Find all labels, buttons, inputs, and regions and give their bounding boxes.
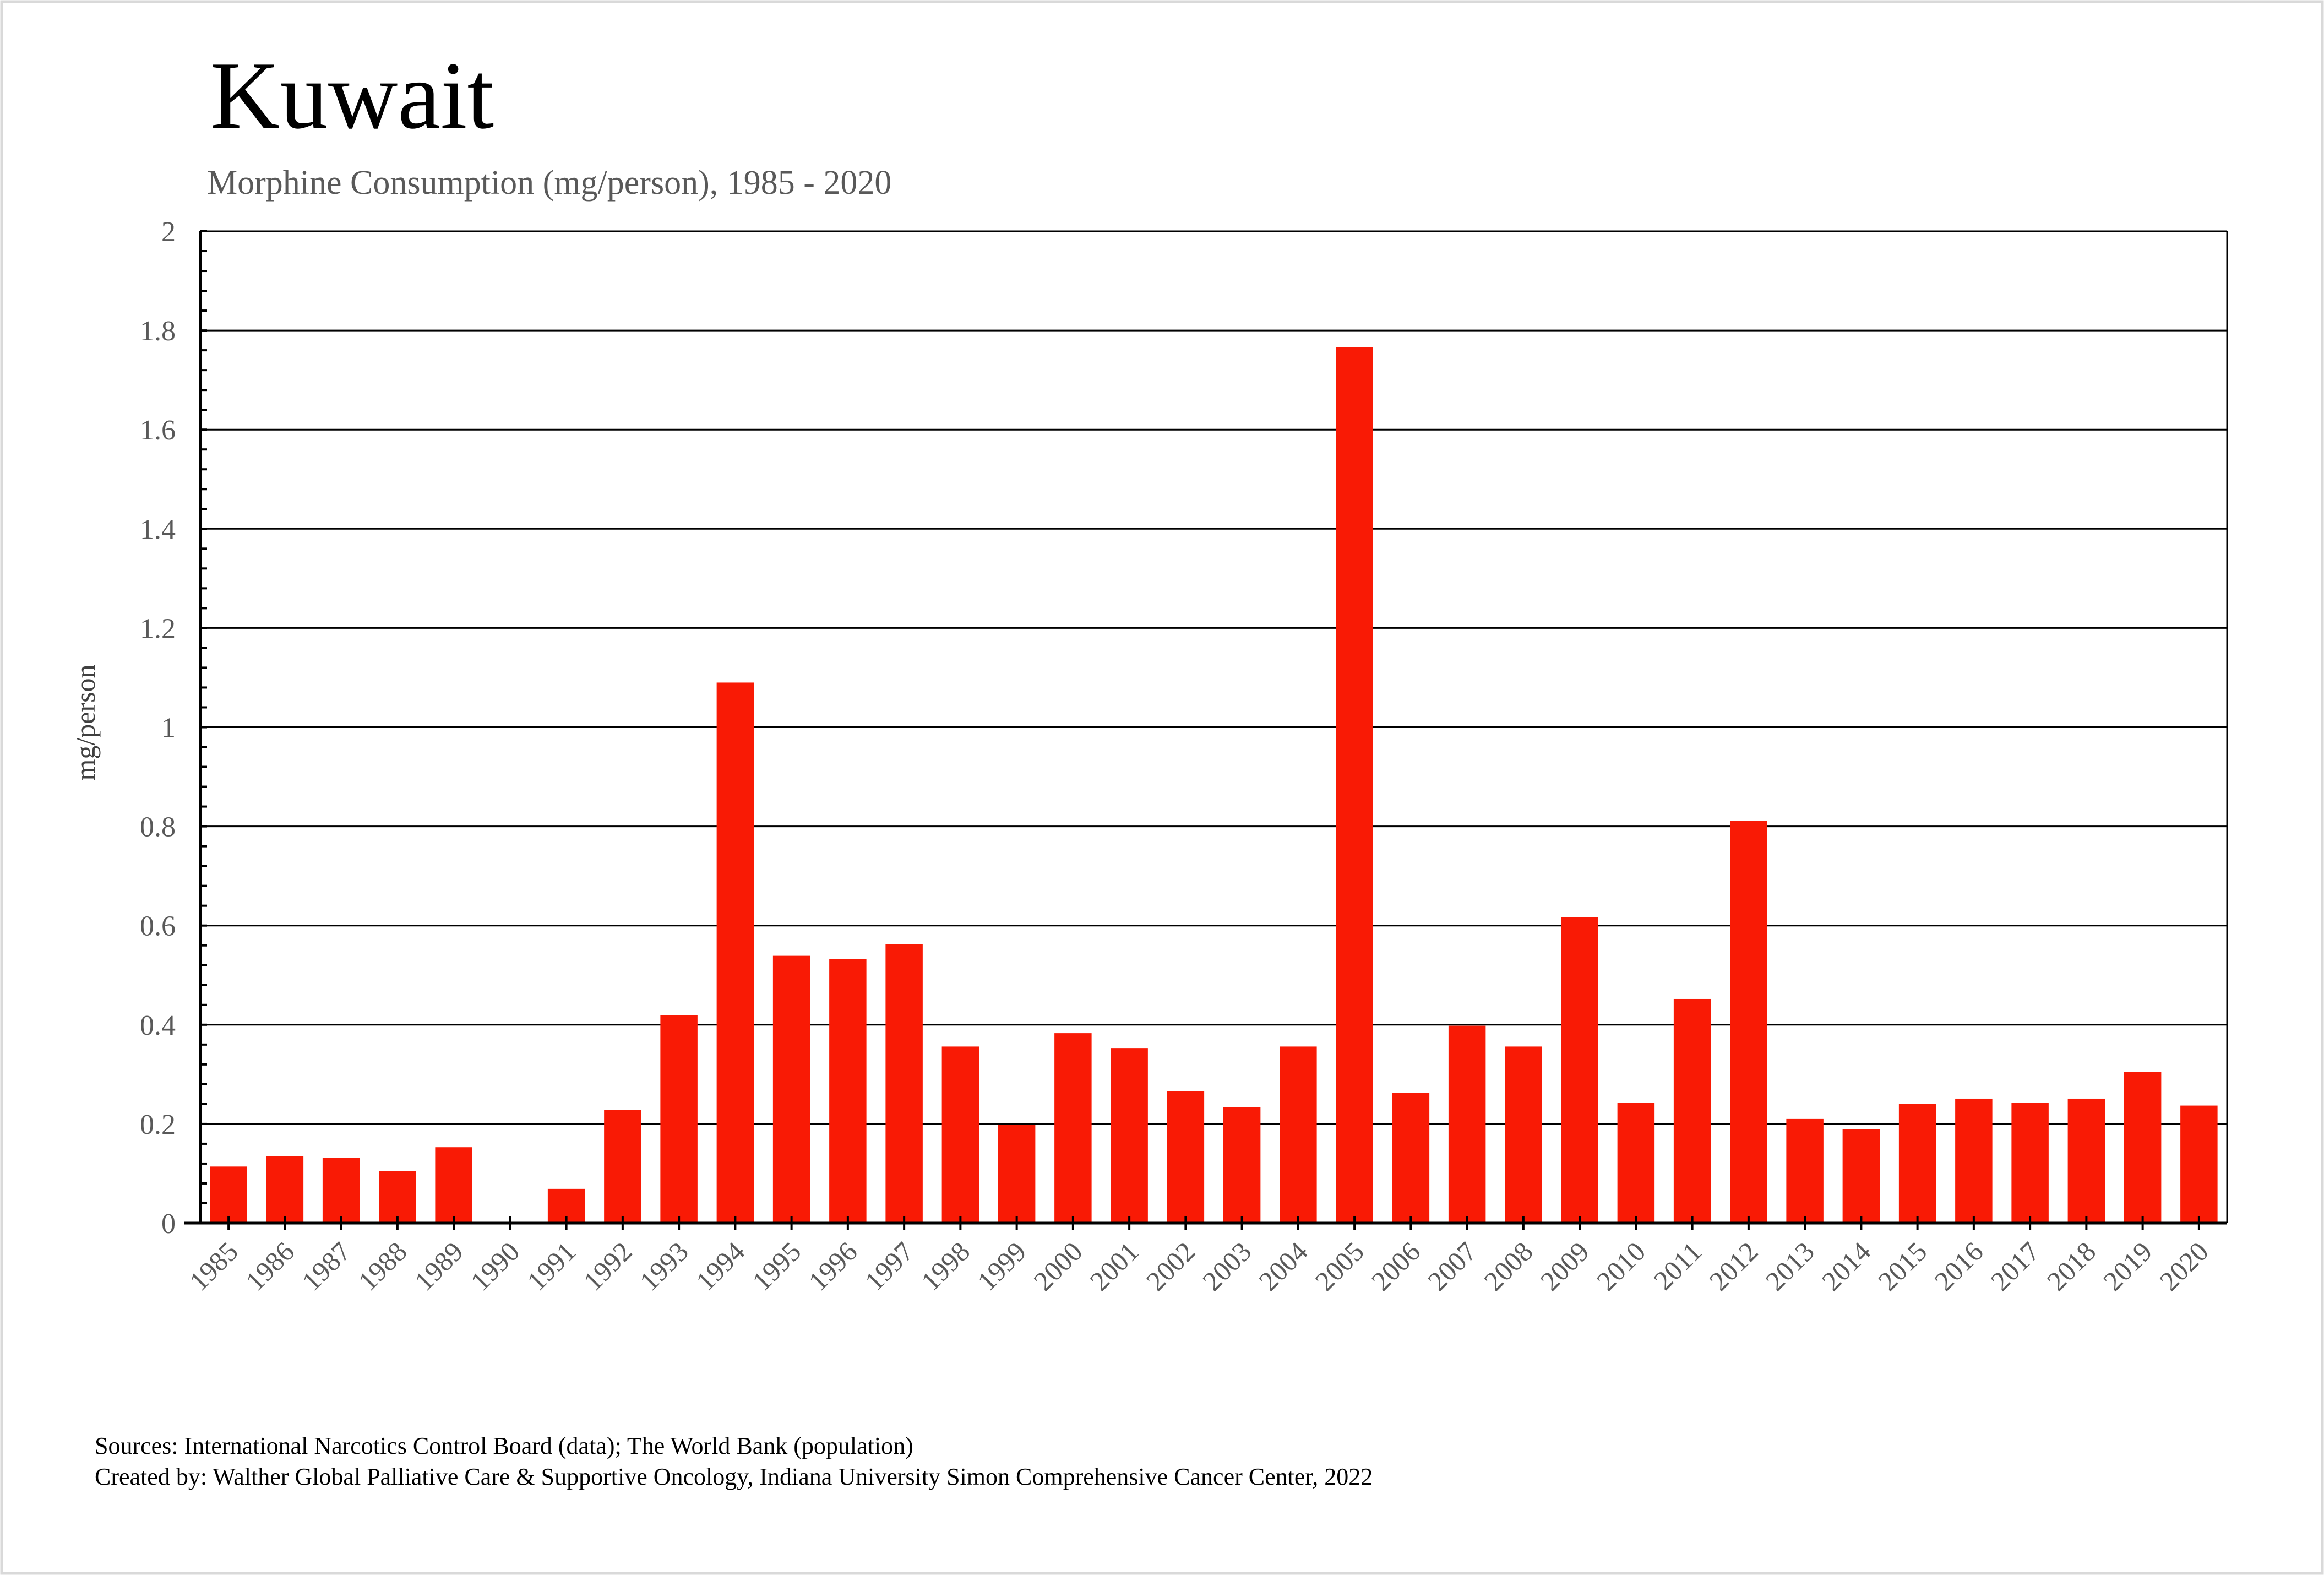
- bar-2003: [1223, 1107, 1261, 1223]
- bar-1993: [660, 1015, 698, 1223]
- chart-subtitle: Morphine Consumption (mg/person), 1985 -…: [207, 164, 891, 202]
- bar-2018: [2067, 1098, 2105, 1223]
- y-tick-label: 0.2: [140, 1109, 176, 1140]
- y-tick-label: 0.4: [140, 1010, 176, 1041]
- bar-2008: [1505, 1046, 1542, 1223]
- bar-2010: [1617, 1102, 1655, 1223]
- y-tick-label: 2: [161, 216, 176, 248]
- footer-created-by: Created by: Walther Global Palliative Ca…: [95, 1463, 1373, 1490]
- bar-2005: [1336, 347, 1373, 1223]
- axes: [184, 230, 2228, 1230]
- y-tick-label: 1.2: [140, 613, 176, 644]
- gridlines: [200, 230, 2227, 1125]
- bar-1994: [716, 682, 754, 1223]
- bar-1996: [829, 959, 867, 1223]
- bar-2007: [1448, 1025, 1486, 1223]
- bar-2009: [1561, 917, 1598, 1223]
- bar-2006: [1392, 1093, 1430, 1223]
- footer-sources: Sources: International Narcotics Control…: [95, 1432, 913, 1459]
- bar-1995: [772, 955, 810, 1223]
- chart-title: Kuwait: [210, 42, 494, 149]
- y-tick-label: 1.8: [140, 316, 176, 347]
- bar-2016: [1955, 1098, 1993, 1223]
- bar-1987: [322, 1158, 360, 1223]
- bars: [210, 347, 2218, 1223]
- y-tick-label: 0.6: [140, 911, 176, 942]
- bar-2001: [1111, 1048, 1148, 1223]
- bar-1999: [998, 1125, 1036, 1223]
- bar-2015: [1898, 1104, 1936, 1223]
- y-tick-label: 1: [161, 713, 176, 744]
- bar-2020: [2180, 1105, 2218, 1223]
- bar-1998: [941, 1046, 979, 1223]
- bar-2017: [2011, 1102, 2049, 1223]
- y-axis-label: mg/person: [70, 664, 101, 780]
- y-tick-label: 0.8: [140, 812, 176, 843]
- bar-2014: [1842, 1129, 1880, 1223]
- bar-1985: [210, 1166, 247, 1223]
- bar-1988: [379, 1171, 416, 1223]
- bar-2004: [1280, 1046, 1317, 1223]
- bar-1989: [435, 1147, 472, 1223]
- bar-2012: [1730, 821, 1767, 1223]
- y-tick-label: 1.4: [140, 514, 176, 545]
- y-tick-label: 1.6: [140, 415, 176, 446]
- y-tick-labels: 0 0.2 0.4 0.6 0.8 1 1.2 1.4 1.6 1.8 2: [140, 216, 176, 1240]
- y-tick-label: 0: [161, 1208, 176, 1240]
- bar-1997: [885, 944, 923, 1223]
- bar-2011: [1673, 998, 1711, 1223]
- bar-2002: [1167, 1091, 1205, 1223]
- bar-2013: [1786, 1118, 1824, 1223]
- bar-2000: [1054, 1033, 1092, 1223]
- bar-2019: [2124, 1072, 2162, 1223]
- bar-1986: [266, 1156, 304, 1223]
- bar-1992: [604, 1110, 641, 1223]
